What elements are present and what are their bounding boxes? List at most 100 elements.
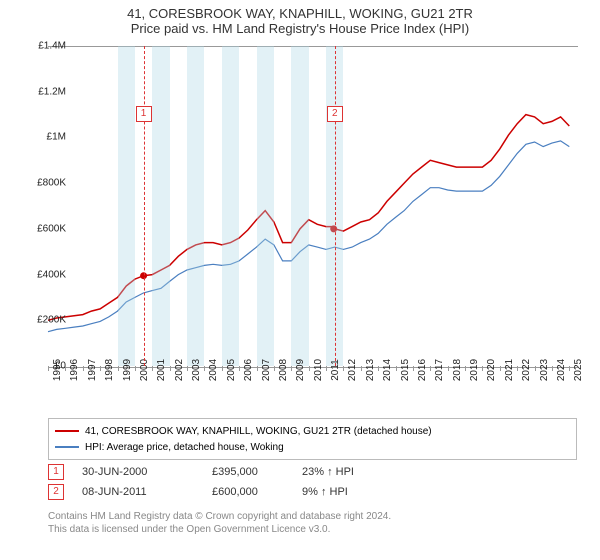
chart-container: 41, CORESBROOK WAY, KNAPHILL, WOKING, GU… [0, 0, 600, 560]
y-tick-label: £1M [16, 132, 66, 143]
highlight-band [152, 46, 169, 366]
footer-text: Contains HM Land Registry data © Crown c… [48, 510, 391, 536]
highlight-band [257, 46, 274, 366]
x-tick-mark [343, 366, 344, 371]
title-line-1: 41, CORESBROOK WAY, KNAPHILL, WOKING, GU… [0, 6, 600, 21]
x-tick-mark [552, 366, 553, 371]
y-tick-label: £400K [16, 269, 66, 280]
y-tick-label: £1.2M [16, 86, 66, 97]
x-tick-label: 2008 [278, 359, 289, 381]
event-marker-box: 2 [327, 106, 343, 122]
footer-line-2: This data is licensed under the Open Gov… [48, 523, 391, 536]
legend-swatch [55, 446, 79, 448]
x-tick-mark [326, 366, 327, 371]
x-tick-mark [309, 366, 310, 371]
x-tick-mark [517, 366, 518, 371]
x-tick-label: 2021 [504, 359, 515, 381]
y-tick-label: £600K [16, 223, 66, 234]
x-tick-mark [482, 366, 483, 371]
x-tick-mark [170, 366, 171, 371]
x-tick-mark [430, 366, 431, 371]
x-tick-label: 2013 [365, 359, 376, 381]
x-tick-label: 2016 [417, 359, 428, 381]
x-tick-label: 2017 [434, 359, 445, 381]
y-tick-label: £1.4M [16, 41, 66, 52]
event-price: £600,000 [212, 486, 302, 498]
x-tick-mark [83, 366, 84, 371]
x-tick-label: 2019 [469, 359, 480, 381]
legend-label: 41, CORESBROOK WAY, KNAPHILL, WOKING, GU… [85, 426, 432, 437]
x-tick-label: 2024 [556, 359, 567, 381]
event-index-box: 1 [48, 464, 64, 480]
x-tick-label: 2025 [573, 359, 584, 381]
x-tick-mark [257, 366, 258, 371]
x-tick-label: 2006 [243, 359, 254, 381]
x-tick-label: 2001 [156, 359, 167, 381]
highlight-band [222, 46, 239, 366]
x-tick-mark [500, 366, 501, 371]
title-block: 41, CORESBROOK WAY, KNAPHILL, WOKING, GU… [0, 0, 600, 36]
x-tick-mark [118, 366, 119, 371]
event-marker-box: 1 [136, 106, 152, 122]
x-tick-label: 2018 [452, 359, 463, 381]
event-delta: 23% ↑ HPI [302, 466, 432, 478]
legend-row: HPI: Average price, detached house, Woki… [55, 439, 570, 455]
x-tick-label: 2002 [174, 359, 185, 381]
highlight-band [291, 46, 308, 366]
x-tick-mark [204, 366, 205, 371]
x-tick-mark [152, 366, 153, 371]
x-tick-label: 2023 [539, 359, 550, 381]
x-tick-mark [222, 366, 223, 371]
title-line-2: Price paid vs. HM Land Registry's House … [0, 21, 600, 36]
x-tick-label: 1999 [122, 359, 133, 381]
x-tick-label: 2007 [261, 359, 272, 381]
event-price: £395,000 [212, 466, 302, 478]
event-line [335, 46, 336, 366]
x-tick-mark [413, 366, 414, 371]
footer-line-1: Contains HM Land Registry data © Crown c… [48, 510, 391, 523]
event-date: 30-JUN-2000 [82, 466, 212, 478]
x-tick-mark [396, 366, 397, 371]
legend-swatch [55, 430, 79, 432]
event-line [144, 46, 145, 366]
x-tick-label: 2015 [400, 359, 411, 381]
x-tick-mark [239, 366, 240, 371]
x-tick-mark [100, 366, 101, 371]
x-tick-mark [291, 366, 292, 371]
x-tick-label: 1995 [52, 359, 63, 381]
x-tick-label: 2020 [486, 359, 497, 381]
x-tick-mark [187, 366, 188, 371]
x-tick-label: 2022 [521, 359, 532, 381]
x-tick-mark [569, 366, 570, 371]
x-tick-mark [465, 366, 466, 371]
highlight-band [187, 46, 204, 366]
x-tick-label: 2004 [208, 359, 219, 381]
event-row: 1 30-JUN-2000£395,00023% ↑ HPI [48, 462, 432, 482]
x-tick-mark [48, 366, 49, 371]
legend-box: 41, CORESBROOK WAY, KNAPHILL, WOKING, GU… [48, 418, 577, 460]
legend-row: 41, CORESBROOK WAY, KNAPHILL, WOKING, GU… [55, 423, 570, 439]
x-tick-mark [274, 366, 275, 371]
x-tick-label: 1997 [87, 359, 98, 381]
x-tick-label: 2003 [191, 359, 202, 381]
x-tick-mark [65, 366, 66, 371]
x-tick-label: 2005 [226, 359, 237, 381]
y-tick-label: £800K [16, 178, 66, 189]
event-index-box: 2 [48, 484, 64, 500]
legend-label: HPI: Average price, detached house, Woki… [85, 442, 284, 453]
x-tick-mark [135, 366, 136, 371]
x-tick-mark [448, 366, 449, 371]
event-row: 2 08-JUN-2011£600,0009% ↑ HPI [48, 482, 432, 502]
x-tick-label: 2009 [295, 359, 306, 381]
x-tick-mark [378, 366, 379, 371]
y-tick-label: £200K [16, 315, 66, 326]
x-tick-label: 1996 [69, 359, 80, 381]
x-tick-label: 2014 [382, 359, 393, 381]
highlight-band [118, 46, 135, 366]
x-tick-label: 2010 [313, 359, 324, 381]
event-date: 08-JUN-2011 [82, 486, 212, 498]
events-list: 1 30-JUN-2000£395,00023% ↑ HPI 2 08-JUN-201… [48, 462, 432, 502]
x-tick-label: 2012 [347, 359, 358, 381]
event-delta: 9% ↑ HPI [302, 486, 432, 498]
x-tick-mark [535, 366, 536, 371]
